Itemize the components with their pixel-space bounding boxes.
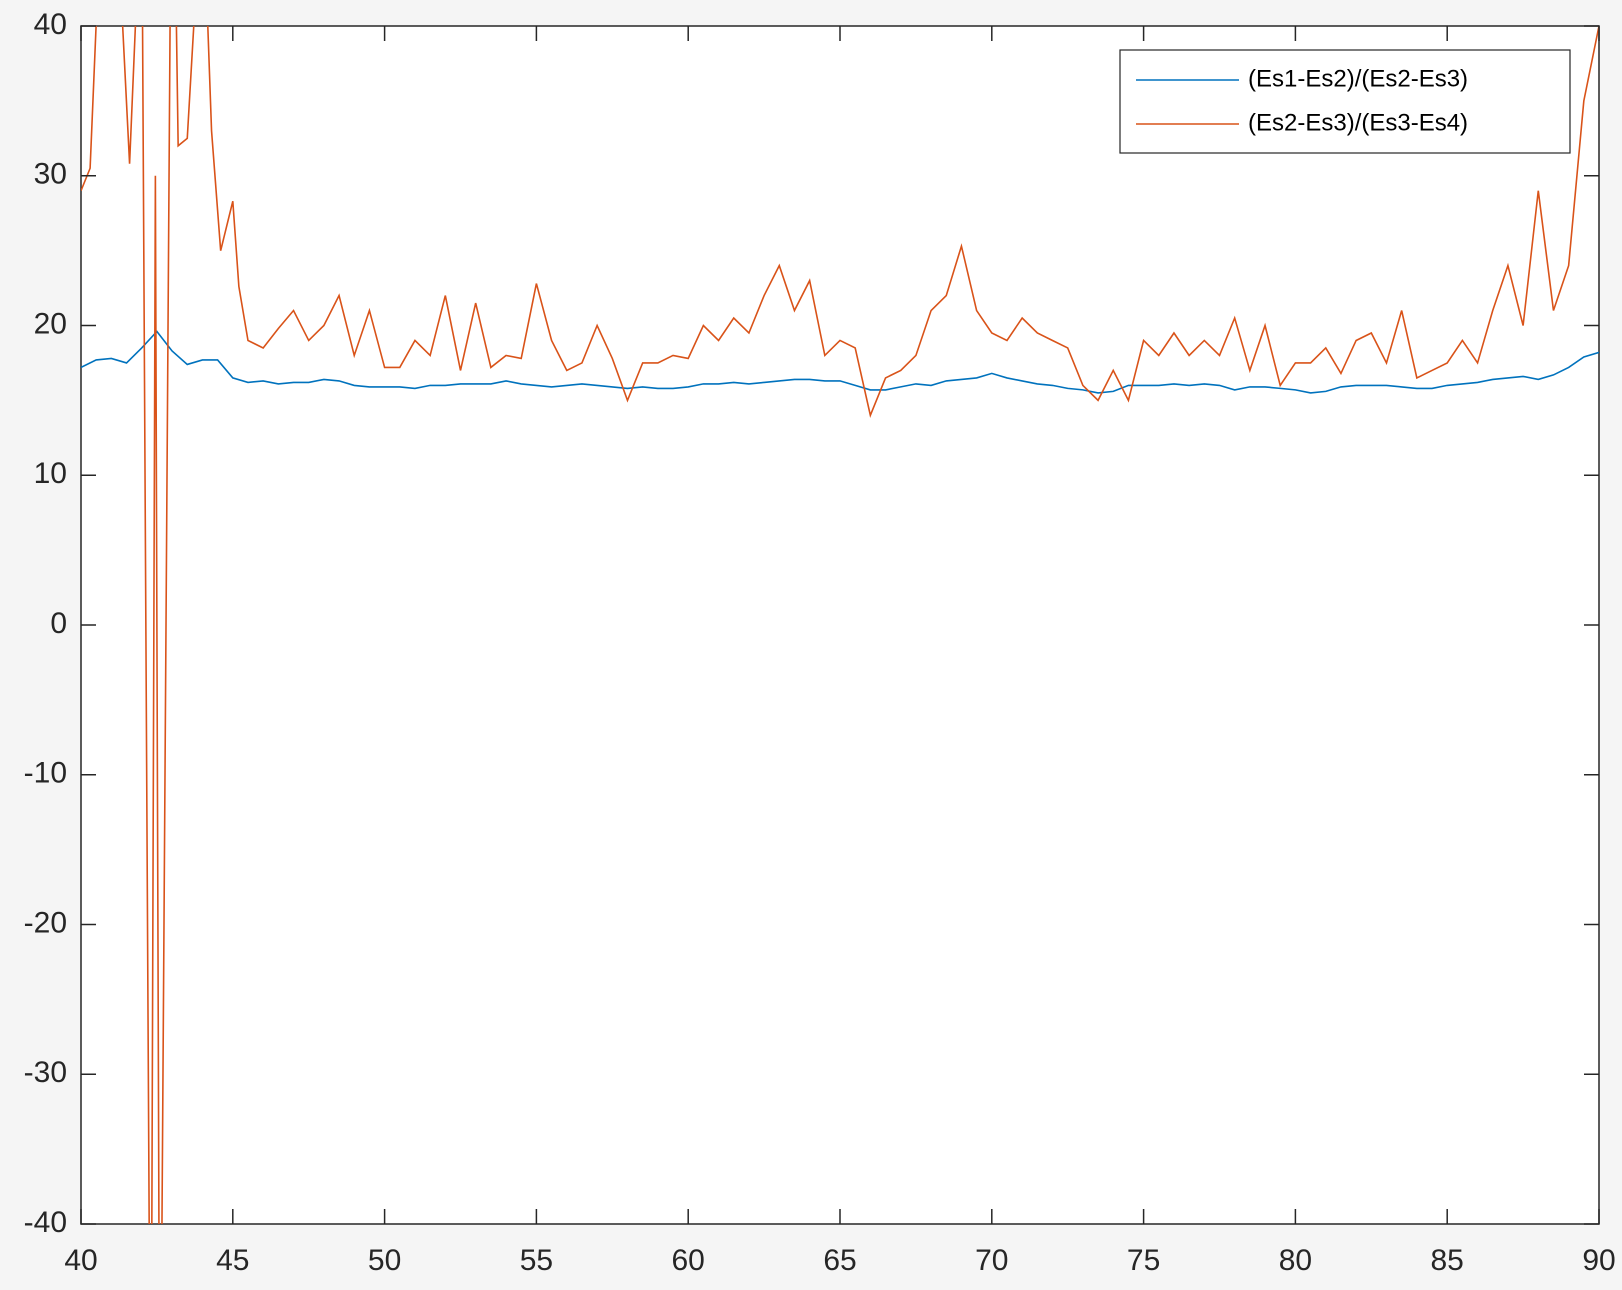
- x-tick-label: 80: [1279, 1244, 1312, 1277]
- x-tick-label: 55: [520, 1244, 553, 1277]
- series-line: [81, 330, 1599, 394]
- y-tick-label: 30: [34, 158, 67, 191]
- y-tick-label: 40: [34, 8, 67, 41]
- series-line: [81, 26, 1599, 1224]
- x-tick-label: 50: [368, 1244, 401, 1277]
- x-tick-label: 90: [1582, 1244, 1615, 1277]
- x-tick-label: 40: [64, 1244, 97, 1277]
- legend-label: (Es2-Es3)/(Es3-Es4): [1248, 109, 1468, 136]
- legend-label: (Es1-Es2)/(Es2-Es3): [1248, 65, 1468, 92]
- y-tick-label: 20: [34, 307, 67, 340]
- legend-box: [1119, 49, 1571, 154]
- y-tick-label: -20: [24, 906, 67, 939]
- axes-box: [80, 25, 1600, 1225]
- x-tick-label: 60: [672, 1244, 705, 1277]
- y-tick-label: -30: [24, 1056, 67, 1089]
- x-tick-label: 70: [975, 1244, 1008, 1277]
- y-tick-label: 0: [50, 607, 67, 640]
- x-tick-label: 45: [216, 1244, 249, 1277]
- y-tick-label: 10: [34, 457, 67, 490]
- x-tick-label: 85: [1431, 1244, 1464, 1277]
- x-tick-label: 65: [823, 1244, 856, 1277]
- x-tick-label: 75: [1127, 1244, 1160, 1277]
- y-tick-label: -40: [24, 1206, 67, 1239]
- y-tick-label: -10: [24, 757, 67, 790]
- plot-area: [81, 26, 1599, 1224]
